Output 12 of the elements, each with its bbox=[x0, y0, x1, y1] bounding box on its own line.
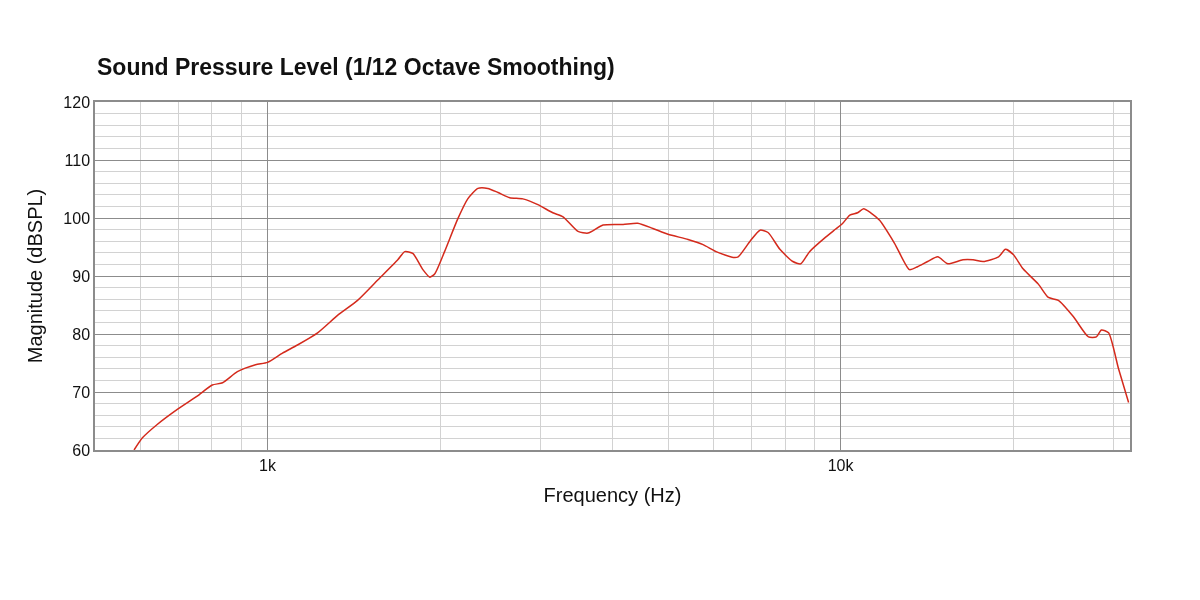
y-tick-label: 70 bbox=[72, 383, 91, 401]
y-tick-label: 100 bbox=[63, 209, 91, 227]
y-tick-label: 120 bbox=[63, 93, 91, 111]
y-tick-label: 110 bbox=[64, 151, 91, 169]
chart-title: Sound Pressure Level (1/12 Octave Smoothing) bbox=[97, 54, 615, 80]
y-axis-title: Magnitude (dBSPL) bbox=[24, 188, 47, 364]
y-tick-label: 90 bbox=[72, 267, 91, 285]
x-tick-label: 10k bbox=[827, 456, 855, 474]
x-tick-label: 1k bbox=[259, 456, 277, 474]
x-axis-title: Frequency (Hz) bbox=[543, 483, 682, 506]
y-tick-label: 60 bbox=[72, 441, 91, 459]
y-tick-label: 80 bbox=[72, 325, 91, 343]
